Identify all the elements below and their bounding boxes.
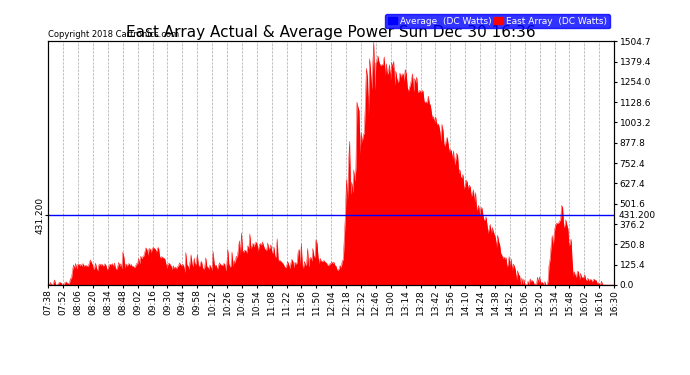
Text: 431.200: 431.200 [618,211,656,220]
Text: Copyright 2018 Cartronics.com: Copyright 2018 Cartronics.com [48,30,179,39]
Title: East Array Actual & Average Power Sun Dec 30 16:36: East Array Actual & Average Power Sun De… [126,25,536,40]
Legend: Average  (DC Watts), East Array  (DC Watts): Average (DC Watts), East Array (DC Watts… [385,14,609,28]
